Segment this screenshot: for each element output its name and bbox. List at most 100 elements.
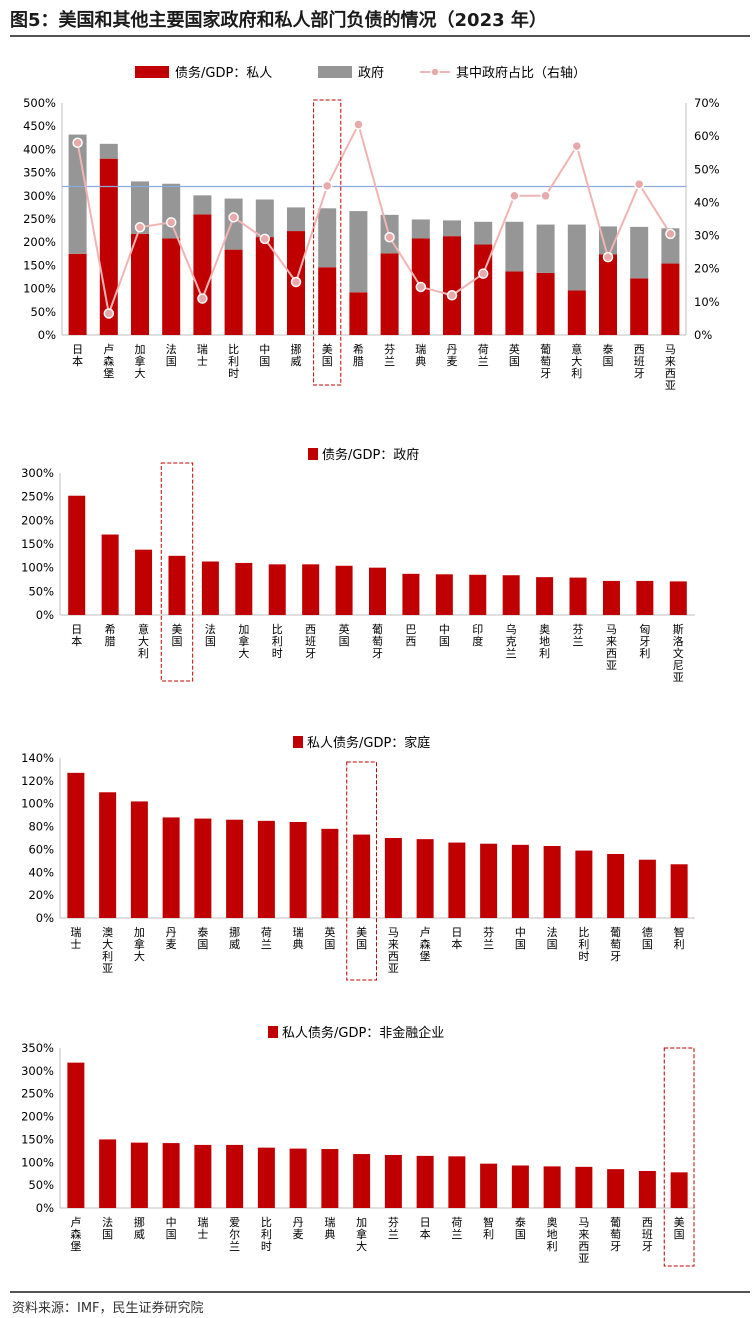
x-tick-label: 日本	[72, 343, 83, 368]
legend-swatch	[293, 736, 303, 748]
bar-government	[630, 226, 649, 279]
bar-private	[443, 236, 461, 335]
y-tick-label: 50%	[694, 162, 720, 176]
x-tick-label: 斯洛文尼亚	[673, 623, 684, 684]
x-tick-label: 马来西亚	[388, 926, 399, 975]
bar	[99, 1139, 117, 1208]
bar	[502, 575, 520, 615]
chart-title: 私人债务/GDP：家庭	[307, 735, 430, 751]
x-tick-label: 挪威	[291, 342, 302, 368]
line-point	[446, 289, 458, 301]
bar	[602, 580, 620, 615]
bar-government	[443, 220, 461, 237]
bar	[201, 561, 219, 615]
bar	[130, 1142, 148, 1208]
x-tick-label: 匈牙利	[639, 622, 650, 660]
x-tick-label: 马来西亚	[665, 343, 676, 392]
x-tick-label: 瑞士	[197, 1215, 208, 1241]
bar	[607, 1169, 625, 1208]
source-rule	[10, 1291, 750, 1293]
y-tick-label: 250%	[23, 212, 56, 226]
y-tick-label: 200%	[23, 235, 56, 249]
bar-government	[224, 198, 243, 250]
y-tick-label: 50%	[28, 1178, 54, 1192]
y-tick-label: 0%	[36, 608, 54, 622]
x-tick-label: 芬兰	[384, 343, 395, 368]
x-tick-label: 加拿大	[356, 1216, 367, 1253]
bar-private	[193, 214, 212, 335]
line-point	[540, 190, 551, 202]
x-tick-label: 瑞典	[293, 925, 304, 951]
bar	[226, 1144, 244, 1208]
x-tick-label: 美国	[322, 343, 333, 368]
bar	[68, 495, 86, 615]
y-tick-label: 0%	[36, 911, 54, 925]
y-tick-label: 40%	[28, 865, 54, 879]
line-point	[353, 119, 364, 130]
bar	[162, 1143, 180, 1208]
x-tick-label: 卢森堡	[103, 343, 114, 380]
legend-swatch	[268, 1026, 278, 1038]
legend-swatch	[308, 448, 318, 460]
bar-government	[536, 224, 555, 273]
bar	[67, 1062, 85, 1208]
stacked-debt-chart: 债务/GDP：私人 政府 其中政府占比（右轴） 0% 50% 100% 150% 200% 25…	[23, 65, 720, 392]
x-tick-label: 卢森堡	[70, 1216, 81, 1253]
bar	[194, 818, 212, 918]
x-tick-label: 美国	[674, 1216, 685, 1241]
bar	[448, 1156, 466, 1208]
x-tick-label: 西班牙	[634, 343, 645, 380]
bar	[321, 828, 339, 918]
y-tick-label: 120%	[21, 774, 54, 788]
x-tick-label: 荷兰	[478, 343, 489, 368]
bar	[569, 577, 587, 615]
line-point	[103, 308, 115, 319]
x-tick-label: 印度	[472, 623, 483, 648]
bar	[511, 1165, 529, 1208]
x-tick-label: 瑞士	[70, 925, 81, 951]
bar	[257, 1147, 275, 1208]
y-tick-label: 10%	[694, 295, 720, 309]
bar	[511, 844, 529, 918]
highlight-box	[663, 1047, 695, 1267]
legend-swatch-marker	[430, 67, 440, 77]
x-tick-label: 乌克兰	[506, 622, 517, 660]
y-tick-label: 40%	[694, 195, 720, 209]
x-tick-label: 瑞士	[197, 342, 208, 368]
y-tick-label: 60%	[28, 842, 54, 856]
line-point	[571, 140, 583, 152]
x-tick-label: 芬兰	[573, 623, 584, 648]
y-tick-label: 0%	[38, 328, 56, 342]
x-tick-label: 奥地利	[547, 1215, 558, 1253]
x-tick-label: 英国	[339, 622, 350, 648]
bar-government	[567, 224, 586, 291]
bar-government	[255, 199, 274, 238]
x-tick-label: 比利时	[272, 623, 283, 660]
x-tick-label: 中国	[259, 343, 270, 368]
x-tick-label: 日本	[420, 1216, 431, 1241]
y-tick-label: 250%	[21, 490, 54, 504]
bar	[402, 573, 420, 615]
x-tick-label: 希腊	[105, 622, 116, 648]
x-tick-label: 丹麦	[293, 1216, 304, 1241]
y-tick-label: 500%	[23, 96, 56, 110]
line-gov-share	[76, 121, 672, 318]
bar	[670, 864, 688, 918]
bar	[135, 549, 153, 615]
line-point	[602, 251, 614, 263]
x-tick-label: 芬兰	[388, 1216, 399, 1241]
x-tick-label: 丹麦	[447, 343, 458, 368]
bar	[638, 1170, 656, 1208]
title-rule	[10, 35, 750, 37]
x-tick-label: 葡萄牙	[610, 926, 621, 963]
bar-government	[162, 183, 181, 239]
x-tick-label: 中国	[439, 623, 450, 648]
line-point	[134, 222, 146, 233]
bar-government	[411, 219, 430, 239]
x-tick-label: 比利时	[261, 1216, 272, 1253]
y-tick-label: 60%	[694, 129, 720, 143]
x-tick-label: 葡萄牙	[540, 343, 551, 380]
bar	[480, 843, 498, 918]
x-tick-label: 日本	[451, 926, 462, 951]
y-tick-label: 250%	[21, 1087, 54, 1101]
